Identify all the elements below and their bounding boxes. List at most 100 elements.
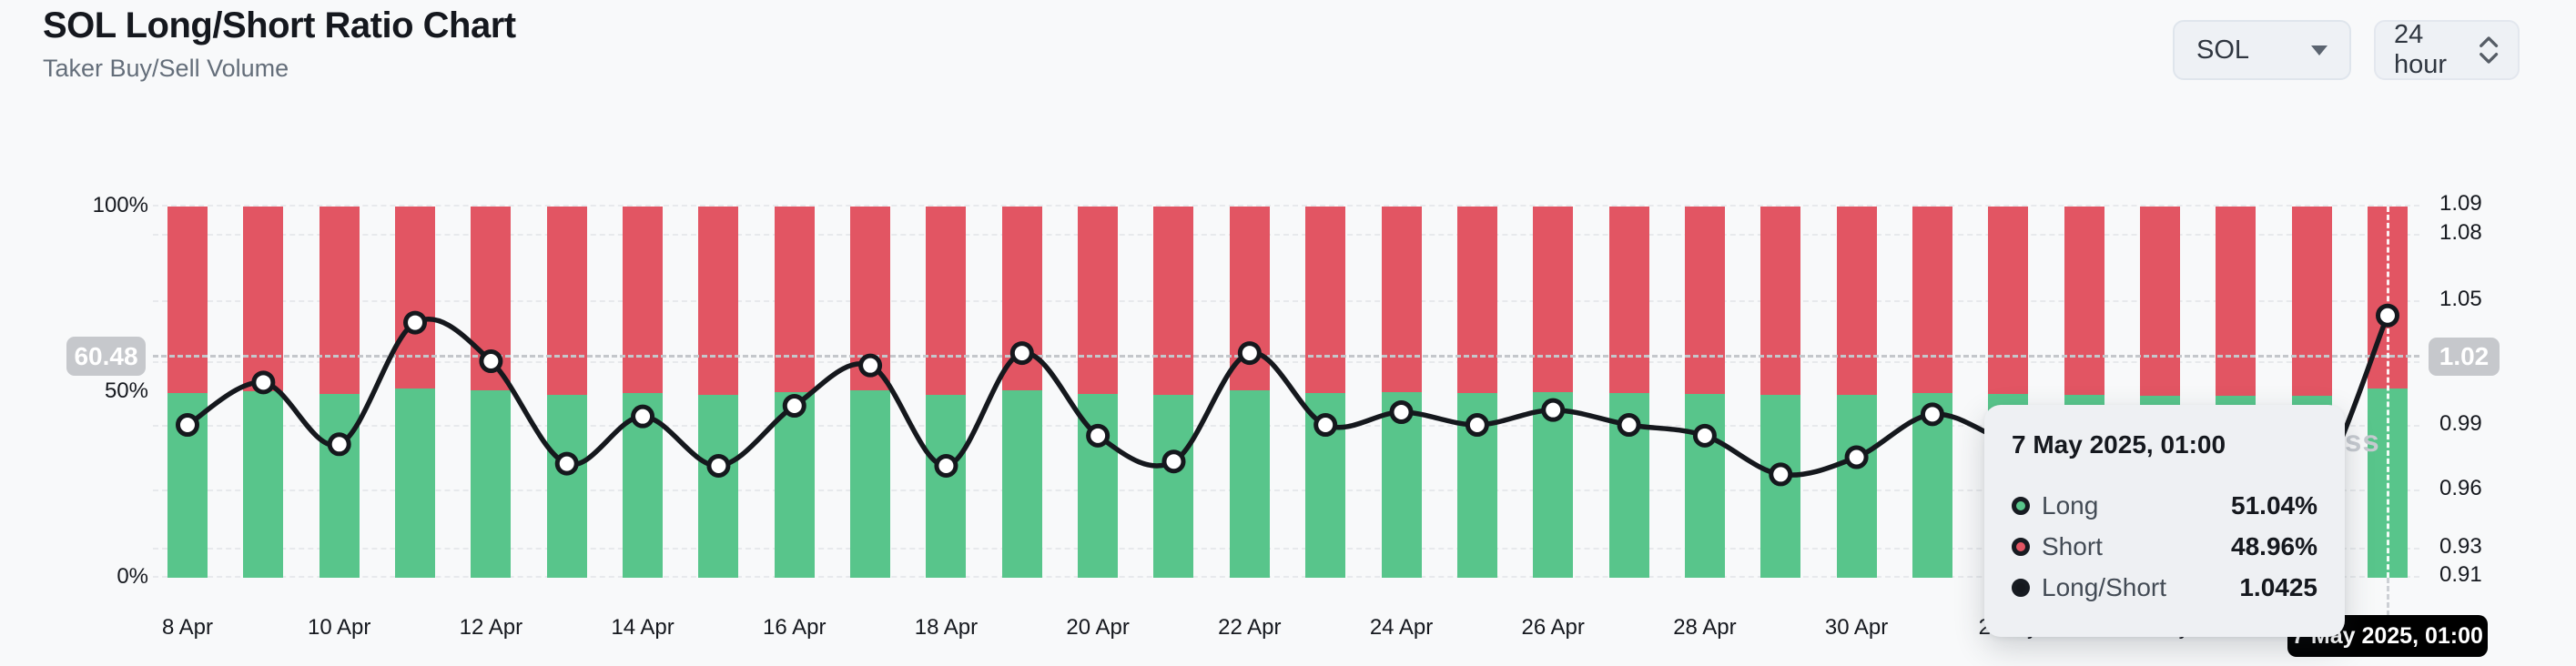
bar-long[interactable] [623, 392, 664, 578]
right-axis-tick: 0.91 [2439, 562, 2482, 587]
bar-short[interactable] [850, 207, 891, 391]
tooltip-date: 7 May 2025, 01:00 [2012, 430, 2226, 459]
tooltip-label: Long [2042, 490, 2099, 520]
bar-long[interactable] [546, 394, 587, 578]
bar-short[interactable] [1608, 207, 1649, 394]
right-axis-tick: 1.05 [2439, 287, 2482, 311]
bar-long[interactable] [471, 389, 512, 578]
long-marker-icon [2012, 496, 2030, 515]
bar-short[interactable] [546, 207, 587, 395]
short-marker-icon [2012, 537, 2030, 556]
tooltip-row-long: Long 51.04% [2012, 485, 2317, 526]
interval-select-value: 24 hour [2394, 20, 2448, 79]
bar-short[interactable] [774, 207, 815, 393]
tooltip-label: Short [2042, 531, 2103, 560]
bar-long[interactable] [167, 393, 208, 578]
caret-down-icon [2311, 45, 2328, 56]
bar-short[interactable] [1305, 207, 1346, 394]
bar-short[interactable] [1836, 207, 1877, 395]
bar-short[interactable] [1456, 207, 1497, 394]
gridline [153, 576, 2419, 578]
bar-short[interactable] [167, 207, 208, 394]
bar-short[interactable] [623, 207, 664, 393]
symbol-select[interactable]: SOL [2173, 20, 2351, 80]
tooltip-row-ratio: Long/Short 1.0425 [2012, 567, 2317, 608]
bar-short[interactable] [926, 207, 967, 396]
page-subtitle: Taker Buy/Sell Volume [43, 55, 289, 82]
bar-short[interactable] [1988, 207, 2029, 394]
bar-short[interactable] [395, 207, 436, 389]
bar-long[interactable] [1836, 394, 1877, 578]
bar-long[interactable] [1760, 395, 1801, 578]
bar-long[interactable] [1381, 392, 1422, 578]
bar-short[interactable] [1760, 207, 1801, 396]
bar-long[interactable] [926, 395, 967, 578]
x-axis-tick: 8 Apr [161, 615, 214, 640]
x-axis-tick: 14 Apr [611, 615, 674, 640]
bar-short[interactable] [2216, 207, 2257, 397]
bar-short[interactable] [1912, 207, 1952, 393]
bar-long[interactable] [1153, 394, 1194, 578]
bar-long[interactable] [1456, 393, 1497, 578]
bar-short[interactable] [1001, 207, 1042, 390]
bar-short[interactable] [319, 207, 360, 394]
x-axis-tick: 22 Apr [1218, 615, 1282, 640]
crosshair-vertical-line-extension [2387, 578, 2389, 616]
bar-long[interactable] [1001, 389, 1042, 578]
right-axis-tick: 0.96 [2439, 476, 2482, 500]
left-axis-tick: 0% [117, 564, 148, 589]
x-axis-tick: 30 Apr [1824, 615, 1889, 640]
crosshair-horizontal-line [153, 355, 2419, 358]
bar-long[interactable] [1078, 393, 1119, 578]
bar-long[interactable] [1229, 389, 1270, 578]
x-axis-tick: 28 Apr [1673, 615, 1737, 640]
bar-long[interactable] [1684, 393, 1725, 578]
page-title: SOL Long/Short Ratio Chart [43, 5, 516, 45]
tooltip-label: Long/Short [2042, 572, 2166, 601]
x-axis-tick: 16 Apr [763, 615, 827, 640]
crosshair-vertical-line [2387, 207, 2389, 578]
interval-select[interactable]: 24 hour [2374, 20, 2520, 80]
left-axis-tick: 100% [92, 193, 148, 217]
bar-short[interactable] [2064, 207, 2104, 395]
bar-short[interactable] [1229, 207, 1270, 390]
right-axis-tick: 0.99 [2439, 411, 2482, 436]
x-axis-tick: 26 Apr [1521, 615, 1585, 640]
tooltip-value: 1.0425 [2239, 572, 2317, 601]
left-axis-tick: 50% [104, 378, 148, 403]
x-axis-tick: 20 Apr [1066, 615, 1130, 640]
bar-short[interactable] [1153, 207, 1194, 395]
bar-short[interactable] [2139, 207, 2180, 396]
right-axis-tick: 1.09 [2439, 191, 2482, 216]
gridline [153, 300, 2419, 302]
bar-long[interactable] [1608, 393, 1649, 578]
bar-short[interactable] [1533, 207, 1574, 393]
x-axis-tick: 24 Apr [1369, 615, 1434, 640]
right-axis-tick: 0.93 [2439, 534, 2482, 559]
tooltip-value: 48.96% [2231, 531, 2317, 560]
bar-long[interactable] [850, 390, 891, 578]
chart-tooltip: 7 May 2025, 01:00 Long 51.04% Short 48.9… [1984, 405, 2345, 637]
bar-long[interactable] [1912, 392, 1952, 578]
bar-short[interactable] [1078, 207, 1119, 394]
gridline [153, 548, 2419, 550]
bar-long[interactable] [395, 388, 436, 578]
bar-short[interactable] [1684, 207, 1725, 394]
bar-short[interactable] [2291, 207, 2332, 397]
bar-long[interactable] [319, 393, 360, 578]
bar-long[interactable] [698, 395, 739, 578]
right-axis-tick: 1.08 [2439, 220, 2482, 245]
bar-short[interactable] [243, 207, 284, 391]
gridline [153, 234, 2419, 236]
tooltip-value: 51.04% [2231, 490, 2317, 520]
bar-long[interactable] [774, 392, 815, 578]
bar-long[interactable] [243, 390, 284, 578]
bar-long[interactable] [1305, 393, 1346, 578]
tooltip-row-short: Short 48.96% [2012, 526, 2317, 567]
chevron-up-down-icon [2479, 36, 2498, 64]
bar-long[interactable] [1533, 392, 1574, 578]
gridline [153, 205, 2419, 207]
bar-short[interactable] [698, 207, 739, 396]
bar-short[interactable] [471, 207, 512, 390]
bar-short[interactable] [1381, 207, 1422, 393]
